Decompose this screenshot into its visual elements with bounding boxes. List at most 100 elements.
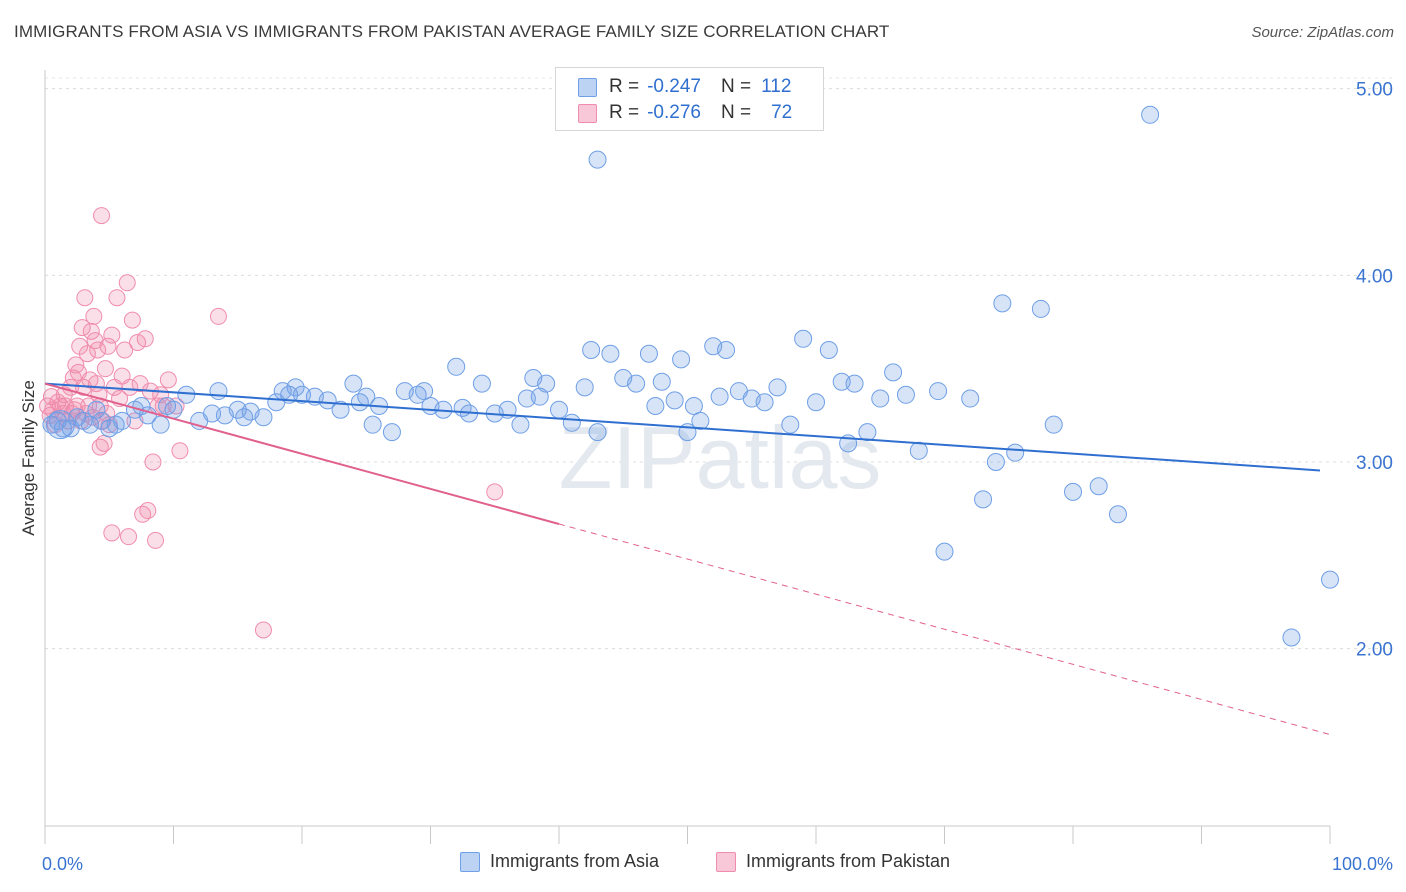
n-value: 72: [771, 102, 793, 123]
asia-point: [993, 294, 1012, 313]
asia-points: [42, 105, 1339, 647]
asia-point: [819, 341, 838, 359]
pakistan-point: [76, 289, 94, 307]
asia-point: [382, 423, 401, 442]
asia-point: [639, 344, 658, 363]
asia-point: [209, 382, 228, 401]
pakistan-point: [73, 319, 91, 337]
n-label: N =: [720, 102, 752, 123]
pakistan-point: [118, 274, 136, 292]
asia-legend-label: Immigrants from Asia: [490, 851, 660, 871]
axes: [44, 70, 1331, 844]
pakistan-point: [254, 621, 272, 639]
asia-point: [550, 400, 568, 419]
pakistan-point: [78, 345, 96, 363]
pakistan-point: [129, 334, 147, 352]
pakistan-point: [42, 388, 60, 406]
asia-point: [845, 374, 864, 393]
asia-point: [672, 350, 691, 369]
asia-point: [92, 411, 111, 430]
asia-point: [415, 382, 434, 401]
asia-point: [1321, 570, 1339, 589]
asia-point: [177, 385, 196, 404]
source-credit: Source: ZipAtlas.com: [1251, 24, 1394, 41]
pakistan-point: [89, 341, 107, 359]
asia-point: [588, 150, 607, 169]
pakistan-point: [91, 438, 109, 456]
asia-point: [929, 382, 948, 401]
gridlines: [45, 77, 1392, 650]
stats-legend: R = -0.247 N = 112 R = -0.276 N = 72: [555, 67, 824, 131]
pakistan-point: [85, 307, 103, 325]
asia-point: [562, 413, 581, 432]
legend-row-pakistan: R = -0.276 N = 72: [578, 101, 792, 125]
asia-legend-swatch: [460, 851, 480, 872]
asia-point: [588, 423, 607, 442]
pakistan-point: [120, 528, 138, 546]
asia-point: [1282, 628, 1301, 647]
asia-point: [781, 415, 800, 434]
asia-point: [530, 387, 549, 406]
pakistan-point: [209, 307, 227, 325]
asia-point: [710, 387, 729, 406]
pakistan-point: [121, 378, 139, 396]
asia-point: [935, 542, 954, 561]
asia-point: [1064, 482, 1082, 501]
asia-point: [1089, 477, 1108, 496]
r-value: -0.276: [647, 102, 701, 123]
pakistan-point: [96, 360, 114, 378]
asia-point: [691, 411, 710, 430]
asia-point: [447, 357, 466, 376]
legend-item-asia: Immigrants from Asia: [460, 851, 659, 872]
asia-point: [871, 389, 890, 408]
r-label: R =: [609, 102, 640, 123]
r-value: -0.247: [647, 76, 701, 97]
asia-point: [254, 408, 273, 427]
y-tick-label: 2.00: [1356, 640, 1393, 661]
asia-point: [1044, 415, 1063, 434]
pakistan-point: [99, 337, 117, 355]
pakistan-point: [82, 322, 100, 340]
pakistan-point: [93, 207, 111, 225]
pakistan-point: [136, 330, 154, 348]
pakistan-point: [171, 442, 189, 460]
asia-point: [768, 378, 787, 397]
y-tick-label: 4.00: [1356, 266, 1393, 287]
asia-point: [87, 400, 106, 419]
pakistan-swatch: [578, 103, 597, 123]
asia-point: [909, 441, 928, 460]
asia-point: [537, 374, 556, 393]
pakistan-trend-line: [44, 382, 560, 525]
pakistan-point: [159, 371, 177, 389]
pakistan-point: [103, 524, 121, 542]
y-tick-label: 5.00: [1356, 80, 1393, 101]
asia-point: [961, 389, 980, 408]
asia-point: [286, 378, 305, 397]
asia-point: [1141, 105, 1160, 124]
asia-point: [151, 415, 170, 434]
pakistan-point: [144, 453, 162, 471]
asia-point: [646, 397, 665, 415]
pakistan-trend-extension: [558, 523, 1331, 736]
asia-point: [363, 415, 382, 434]
asia-point: [974, 490, 993, 509]
asia-swatch: [578, 77, 597, 97]
n-value: 112: [761, 76, 792, 97]
pakistan-legend-label: Immigrants from Pakistan: [746, 851, 951, 871]
asia-point: [1006, 443, 1025, 462]
pakistan-point: [108, 289, 126, 307]
pakistan-point: [139, 502, 157, 520]
r-label: R =: [609, 76, 640, 97]
asia-point: [80, 415, 99, 434]
legend-item-pakistan: Immigrants from Pakistan: [716, 851, 950, 872]
asia-point: [794, 329, 813, 348]
x-tick-label: 0.0%: [42, 854, 83, 874]
pakistan-point: [123, 311, 141, 329]
trend-lines: [44, 382, 1331, 736]
asia-point: [627, 374, 646, 393]
x-tick-label: 100.0%: [1332, 854, 1393, 874]
asia-point: [884, 363, 903, 382]
asia-point: [318, 391, 337, 410]
asia-point: [331, 400, 350, 419]
asia-point: [472, 374, 491, 393]
